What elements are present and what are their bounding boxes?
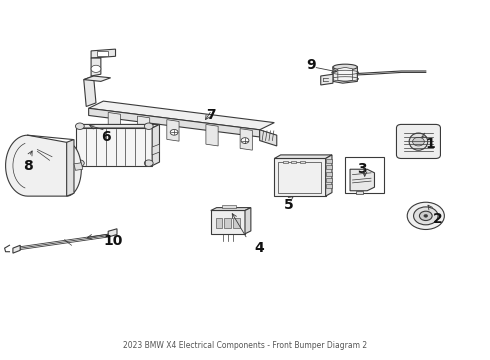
Text: 7: 7 bbox=[206, 108, 216, 122]
Polygon shape bbox=[206, 125, 218, 146]
Polygon shape bbox=[152, 144, 159, 155]
FancyBboxPatch shape bbox=[396, 125, 441, 158]
Text: 2023 BMW X4 Electrical Components - Front Bumper Diagram 2: 2023 BMW X4 Electrical Components - Fron… bbox=[123, 341, 367, 350]
Bar bbox=[345, 157, 384, 193]
Polygon shape bbox=[5, 135, 81, 196]
Bar bbox=[278, 162, 321, 193]
Text: 2: 2 bbox=[433, 212, 443, 226]
Polygon shape bbox=[321, 74, 333, 85]
Ellipse shape bbox=[333, 64, 357, 70]
Bar bbox=[326, 165, 332, 169]
Bar bbox=[326, 184, 332, 188]
Polygon shape bbox=[260, 130, 277, 146]
Text: 4: 4 bbox=[255, 241, 265, 255]
Polygon shape bbox=[138, 116, 150, 138]
Circle shape bbox=[75, 123, 84, 130]
Polygon shape bbox=[89, 101, 274, 130]
Ellipse shape bbox=[409, 133, 428, 150]
Circle shape bbox=[407, 202, 444, 229]
Polygon shape bbox=[333, 65, 357, 83]
Text: 8: 8 bbox=[23, 159, 32, 173]
Polygon shape bbox=[67, 139, 74, 196]
Polygon shape bbox=[91, 58, 101, 76]
Polygon shape bbox=[89, 108, 260, 137]
Bar bbox=[221, 205, 236, 208]
Circle shape bbox=[414, 207, 438, 225]
Polygon shape bbox=[76, 125, 159, 128]
Text: 9: 9 bbox=[306, 58, 316, 72]
Circle shape bbox=[75, 160, 84, 166]
Polygon shape bbox=[91, 49, 116, 58]
Polygon shape bbox=[350, 169, 374, 191]
Bar bbox=[292, 161, 296, 163]
Polygon shape bbox=[211, 208, 251, 211]
Bar bbox=[326, 172, 332, 176]
Polygon shape bbox=[84, 76, 96, 107]
Polygon shape bbox=[167, 120, 179, 141]
Polygon shape bbox=[245, 208, 251, 234]
Polygon shape bbox=[84, 76, 111, 81]
Polygon shape bbox=[108, 229, 117, 237]
Polygon shape bbox=[74, 163, 83, 170]
Circle shape bbox=[241, 138, 249, 143]
Polygon shape bbox=[274, 155, 332, 158]
Polygon shape bbox=[152, 125, 159, 166]
Circle shape bbox=[424, 215, 428, 217]
Polygon shape bbox=[240, 129, 252, 150]
Text: 10: 10 bbox=[103, 234, 123, 248]
Polygon shape bbox=[356, 191, 363, 194]
Polygon shape bbox=[13, 245, 20, 253]
Bar bbox=[233, 218, 240, 228]
Bar bbox=[326, 178, 332, 182]
Bar bbox=[326, 159, 332, 163]
Polygon shape bbox=[76, 128, 152, 166]
Polygon shape bbox=[274, 158, 326, 196]
Circle shape bbox=[413, 137, 424, 146]
Bar bbox=[216, 218, 222, 228]
Bar bbox=[224, 218, 231, 228]
Circle shape bbox=[91, 65, 101, 72]
Circle shape bbox=[419, 211, 432, 221]
Polygon shape bbox=[338, 67, 352, 82]
Text: 1: 1 bbox=[426, 137, 436, 151]
Text: 6: 6 bbox=[101, 130, 111, 144]
Text: 3: 3 bbox=[357, 162, 367, 176]
Bar bbox=[300, 161, 305, 163]
Bar bbox=[98, 51, 108, 55]
Circle shape bbox=[145, 160, 153, 166]
Circle shape bbox=[170, 130, 178, 135]
Polygon shape bbox=[211, 211, 245, 234]
Text: 5: 5 bbox=[284, 198, 294, 212]
Polygon shape bbox=[326, 155, 332, 196]
Circle shape bbox=[145, 123, 153, 130]
Bar bbox=[283, 161, 288, 163]
Polygon shape bbox=[108, 112, 121, 134]
